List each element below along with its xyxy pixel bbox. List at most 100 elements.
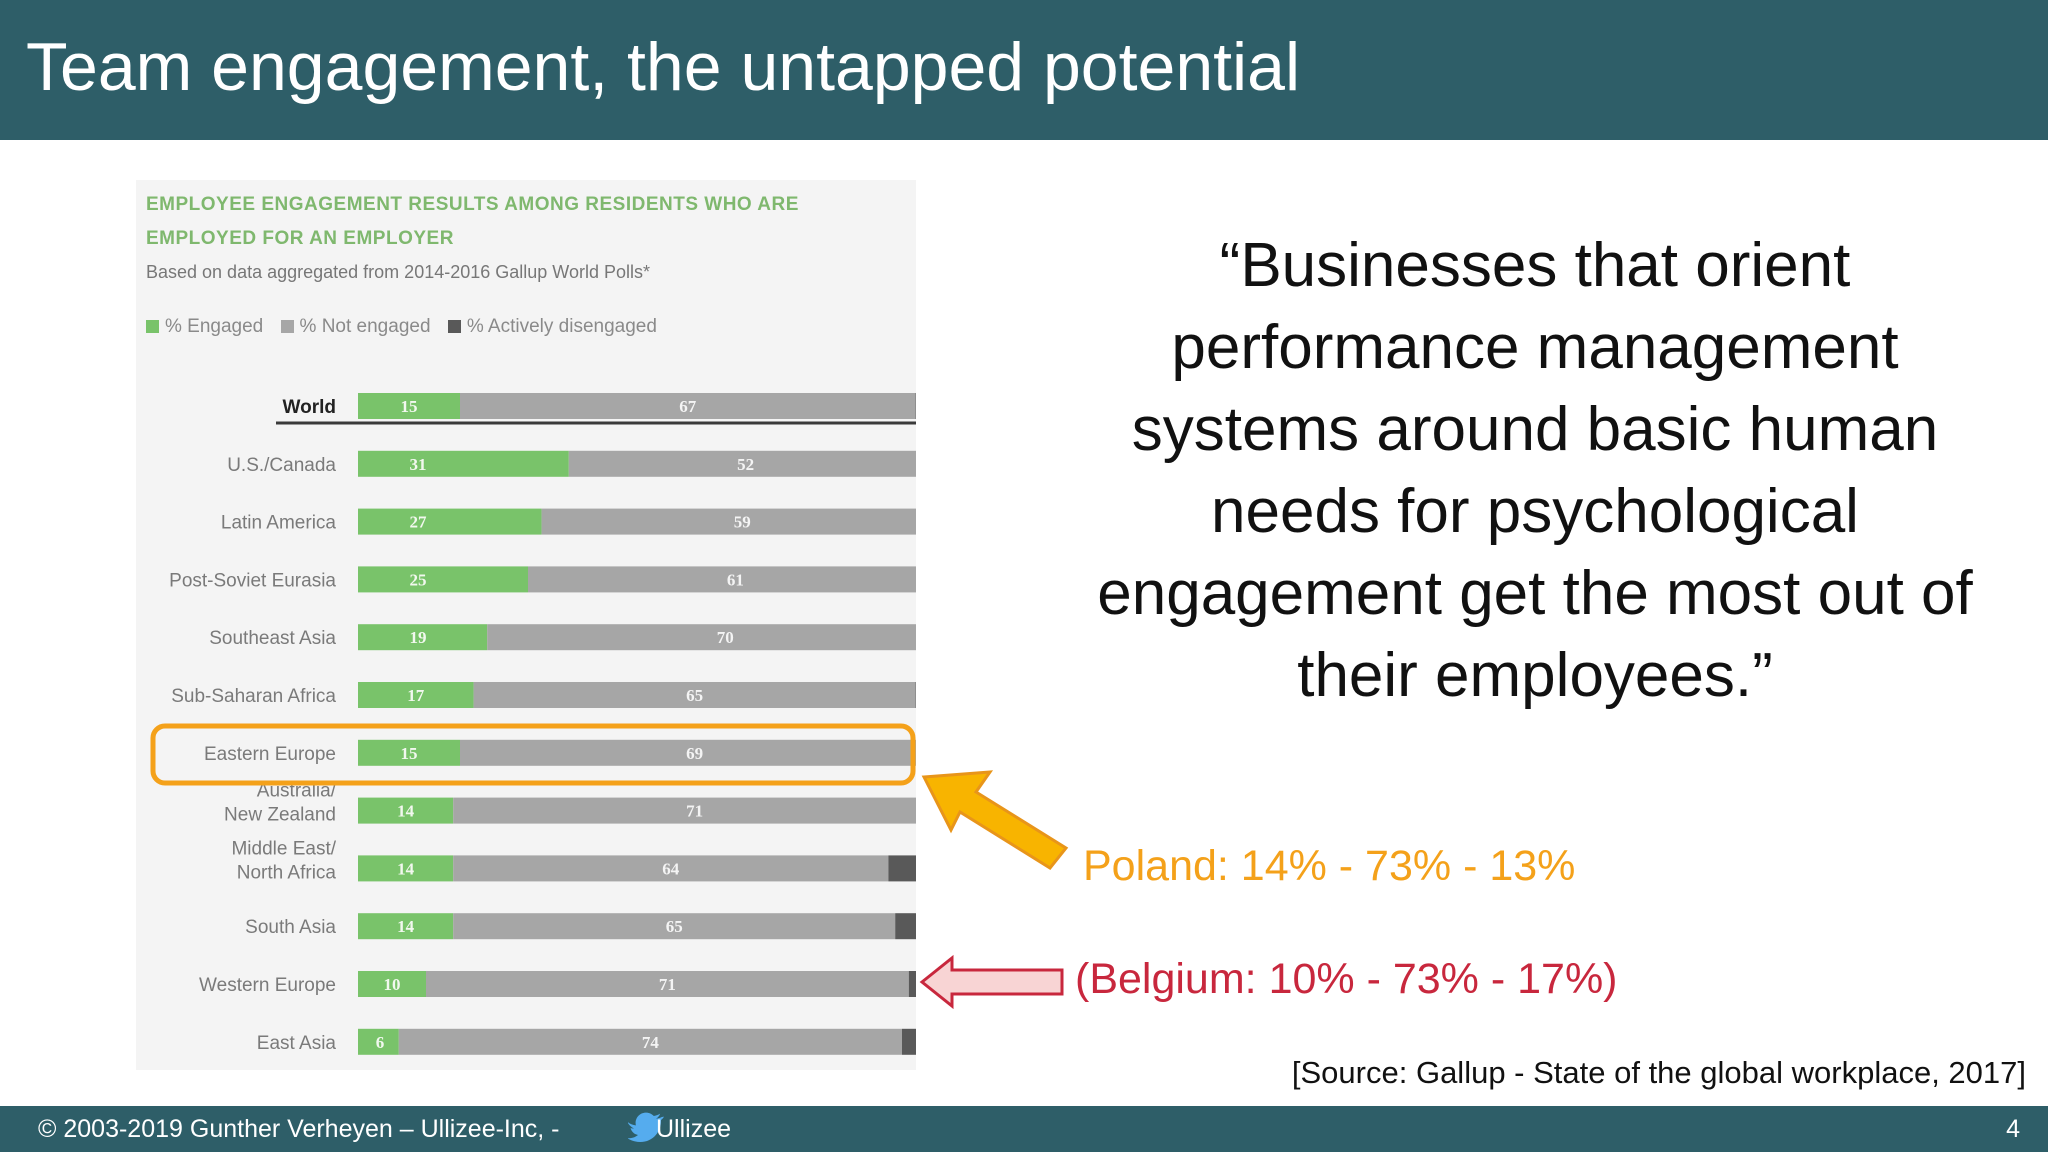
bar-value-label-not-engaged: 69 <box>686 744 703 763</box>
belgium-arrow-icon <box>919 954 1064 1010</box>
category-label-line: Sub-Saharan Africa <box>171 686 336 707</box>
quote-text: “Businesses that orient performance mana… <box>1097 231 1973 710</box>
category-label: World <box>283 397 336 418</box>
category-label-line: Post-Soviet Eurasia <box>169 570 336 591</box>
footer-handle: Ullizee <box>656 1115 732 1143</box>
legend-label-actively-disengaged: % Actively disengaged <box>466 316 657 337</box>
slide-header: Team engagement, the untapped potential <box>0 0 2048 140</box>
stacked-bar-chart: World156718U.S./Canada315217Latin Americ… <box>169 393 916 1055</box>
category-label-line: Latin America <box>221 513 337 534</box>
bar-value-label-engaged: 6 <box>376 1033 385 1052</box>
bar-segment-not-engaged <box>426 971 909 997</box>
bar-segment-not-engaged <box>541 508 916 535</box>
category-label-line: U.S./Canada <box>227 455 336 476</box>
bar-value-label-engaged: 14 <box>397 802 415 821</box>
bar-segment-actively-disengaged <box>888 855 916 882</box>
category-label-line: North Africa <box>237 862 337 883</box>
category-label: Australia/New Zealand <box>224 781 337 826</box>
bar-segment-engaged <box>358 797 454 824</box>
bar-segment-engaged <box>358 682 474 708</box>
category-label-line: World <box>283 397 336 418</box>
footer-copyright: © 2003-2019 Gunther Verheyen – Ullizee-I… <box>38 1115 560 1143</box>
category-label: Eastern Europe <box>204 744 336 765</box>
bar-value-label-not-engaged: 71 <box>659 975 676 994</box>
bar-value-label-not-engaged: 67 <box>679 397 697 416</box>
category-label-line: Australia/ <box>257 781 337 802</box>
legend-item-not-engaged: % Not engaged <box>280 316 431 338</box>
category-label: South Asia <box>245 917 336 938</box>
bar-segment-engaged <box>358 971 426 997</box>
bar-value-label-engaged: 17 <box>407 686 425 705</box>
legend-item-actively-disengaged: % Actively disengaged <box>447 316 657 338</box>
bar-segment-actively-disengaged <box>895 913 916 940</box>
bar-segment-actively-disengaged <box>908 971 916 997</box>
bar-value-label-not-engaged: 65 <box>666 917 683 936</box>
bar-value-label-engaged: 10 <box>384 975 401 994</box>
source-citation: [Source: Gallup - State of the global wo… <box>1291 1055 2026 1090</box>
bar-value-label-engaged: 15 <box>401 744 418 763</box>
category-label: U.S./Canada <box>227 455 336 476</box>
category-label-line: Southeast Asia <box>209 628 336 649</box>
legend-swatch-not-engaged <box>280 320 294 333</box>
category-label: Western Europe <box>199 975 336 996</box>
legend-item-engaged: % Engaged <box>146 316 263 338</box>
bar-value-label-not-engaged: 59 <box>734 513 751 532</box>
bar-value-label-not-engaged: 71 <box>686 802 703 821</box>
category-label: Middle East/North Africa <box>231 838 336 883</box>
chart-legend: % Engaged % Not engaged % Actively disen… <box>146 316 669 338</box>
slide-footer: © 2003-2019 Gunther Verheyen – Ullizee-I… <box>0 1106 2048 1152</box>
poland-stat: Poland: 14% - 73% - 13% <box>1083 842 1576 890</box>
bar-segment-engaged <box>358 855 454 882</box>
bar-segment-not-engaged <box>473 682 916 708</box>
bar-value-label-not-engaged: 52 <box>737 455 754 474</box>
chart-panel: EMPLOYEE ENGAGEMENT RESULTS AMONG RESIDE… <box>136 180 916 1070</box>
bar-value-label-engaged: 14 <box>397 859 415 878</box>
legend-label-engaged: % Engaged <box>165 316 264 337</box>
bar-value-label-engaged: 15 <box>401 397 418 416</box>
bar-segment-not-engaged <box>487 624 916 651</box>
bar-segment-not-engaged <box>453 797 916 824</box>
bar-segment-not-engaged <box>460 393 916 419</box>
bar-value-label-not-engaged: 70 <box>717 628 734 647</box>
bar-value-label-not-engaged: 64 <box>662 859 680 878</box>
bar-segment-engaged <box>358 739 460 766</box>
category-label: Southeast Asia <box>209 628 336 649</box>
bar-value-label-not-engaged: 74 <box>642 1033 660 1052</box>
category-label-line: Middle East/ <box>231 838 336 859</box>
bar-segment-engaged <box>358 913 454 940</box>
category-label: Post-Soviet Eurasia <box>169 570 336 591</box>
category-label: East Asia <box>257 1033 337 1054</box>
bar-value-label-not-engaged: 61 <box>727 570 744 589</box>
category-label-line: Eastern Europe <box>204 744 336 765</box>
eastern-europe-highlight-box <box>150 723 916 786</box>
bar-segment-actively-disengaged <box>902 1028 916 1055</box>
bar-segment-engaged <box>358 566 528 593</box>
bar-value-label-engaged: 14 <box>397 917 415 936</box>
legend-swatch-engaged <box>146 320 159 333</box>
bar-segment-engaged <box>358 393 460 419</box>
category-label-line: Western Europe <box>199 975 336 996</box>
category-label-line: South Asia <box>245 917 336 938</box>
legend-swatch-actively-disengaged <box>447 320 461 333</box>
twitter-bird-icon <box>628 1112 664 1142</box>
bar-segment-not-engaged <box>398 1028 902 1055</box>
bar-value-label-engaged: 19 <box>410 628 427 647</box>
bar-value-label-not-engaged: 65 <box>686 686 703 705</box>
chart-subtitle: Based on data aggregated from 2014-2016 … <box>146 262 650 282</box>
bar-segment-engaged <box>358 624 488 651</box>
bar-segment-not-engaged <box>453 913 896 940</box>
bar-value-label-engaged: 27 <box>410 513 428 532</box>
poland-arrow-icon <box>921 770 1069 870</box>
slide-title: Team engagement, the untapped potential <box>26 29 1301 105</box>
category-label-line: New Zealand <box>224 805 336 826</box>
category-label: Sub-Saharan Africa <box>171 686 336 707</box>
bar-segment-not-engaged <box>460 739 916 766</box>
bar-segment-engaged <box>358 450 569 477</box>
bar-value-label-engaged: 31 <box>410 455 427 474</box>
bar-segment-not-engaged <box>453 855 889 882</box>
bar-segment-not-engaged <box>528 566 916 593</box>
bar-value-label-engaged: 25 <box>410 570 427 589</box>
chart-title: EMPLOYEE ENGAGEMENT RESULTS AMONG RESIDE… <box>146 194 799 249</box>
category-label: Latin America <box>221 513 337 534</box>
